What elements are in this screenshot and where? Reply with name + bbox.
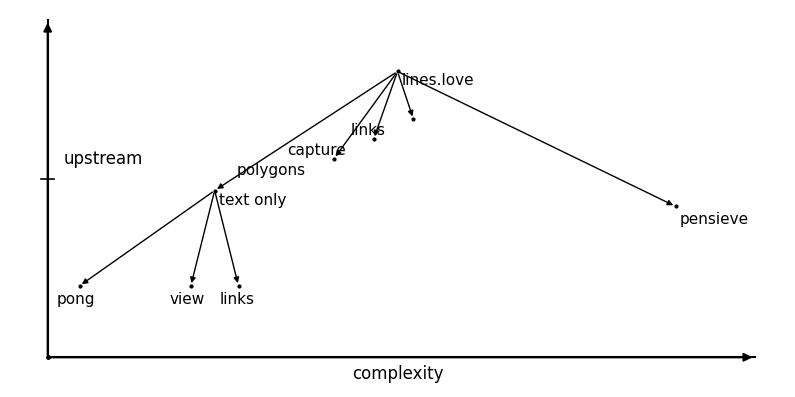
Text: capture: capture bbox=[287, 143, 346, 158]
Text: view: view bbox=[169, 292, 204, 307]
Text: links: links bbox=[219, 292, 254, 307]
Text: polygons: polygons bbox=[237, 163, 306, 178]
Text: lines.love: lines.love bbox=[401, 73, 474, 89]
Text: pong: pong bbox=[56, 292, 95, 307]
Text: upstream: upstream bbox=[64, 150, 143, 168]
Text: complexity: complexity bbox=[351, 365, 444, 383]
Text: links: links bbox=[351, 123, 386, 138]
Text: pensieve: pensieve bbox=[680, 212, 749, 227]
Text: text only: text only bbox=[219, 193, 286, 208]
